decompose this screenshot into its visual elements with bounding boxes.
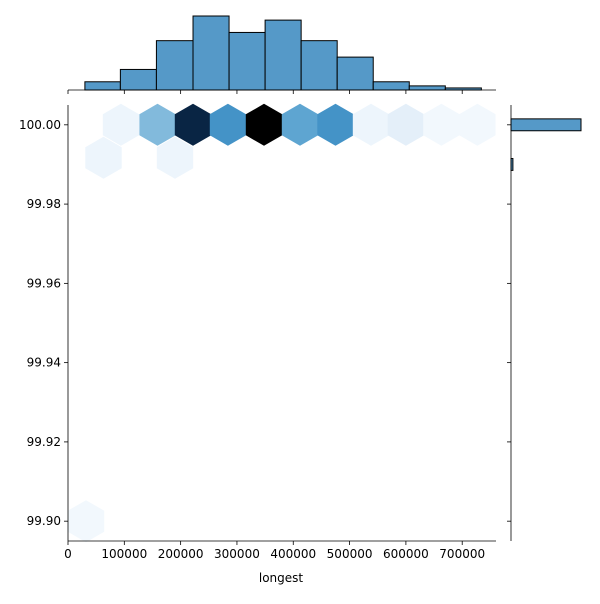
x-histogram-bar — [228, 31, 266, 91]
x-tick-label: 100000 — [101, 547, 147, 561]
x-histogram-bar — [408, 85, 446, 91]
hexbin-cell — [459, 103, 496, 146]
y-histogram-bar — [510, 118, 582, 132]
x-tick-label: 600000 — [383, 547, 429, 561]
x-histogram-bar — [119, 68, 157, 91]
hexbin-cell — [387, 103, 425, 146]
y-tick-label: 100.00 — [19, 118, 61, 132]
x-marginal-histogram — [67, 15, 496, 94]
hexbin-cell — [102, 103, 140, 146]
hexbin-cell — [209, 103, 247, 146]
hexbin-plot-area: 0 100000 200000 300000 400000 500000 600000 700… — [19, 103, 496, 561]
hexbin-cell — [245, 103, 283, 146]
x-histogram-bar — [372, 81, 410, 91]
y-tick-label: 99.92 — [27, 435, 61, 449]
hexbin-cell — [317, 103, 354, 146]
hexbin-cell — [423, 103, 460, 146]
y-tick-label: 99.94 — [27, 356, 61, 370]
hexbin-cell — [85, 136, 122, 179]
x-tick-label: 400000 — [270, 547, 316, 561]
x-histogram-bar — [300, 40, 338, 91]
hexbin-cell — [281, 103, 319, 146]
x-axis: 0 100000 200000 300000 400000 500000 600000 700… — [64, 540, 496, 561]
hexbin-cell — [156, 136, 194, 179]
hexbin-cell — [174, 103, 212, 146]
x-histogram-bar — [264, 19, 302, 91]
hexbin-cells — [67, 103, 496, 543]
hexbin-cell — [139, 103, 176, 146]
x-axis-label: longest — [259, 571, 304, 585]
x-tick-label: 300000 — [214, 547, 260, 561]
y-marginal-histogram — [507, 105, 582, 541]
x-tick-label: 0 — [64, 547, 72, 561]
x-histogram-bar — [192, 15, 230, 91]
y-tick-label: 99.90 — [27, 514, 61, 528]
y-tick-label: 99.96 — [27, 276, 61, 290]
x-tick-label: 500000 — [327, 547, 373, 561]
y-axis: 99.90 99.92 99.94 99.96 99.98 100.00 — [19, 105, 69, 541]
x-histogram-bar — [84, 81, 121, 91]
x-tick-label: 200000 — [158, 547, 204, 561]
hexbin-cell — [352, 103, 390, 146]
y-tick-label: 99.98 — [27, 197, 61, 211]
x-tick-label: 700000 — [439, 547, 485, 561]
hexbin-cell — [67, 500, 105, 543]
x-histogram-bar — [155, 40, 194, 91]
x-histogram-bar — [336, 56, 374, 91]
